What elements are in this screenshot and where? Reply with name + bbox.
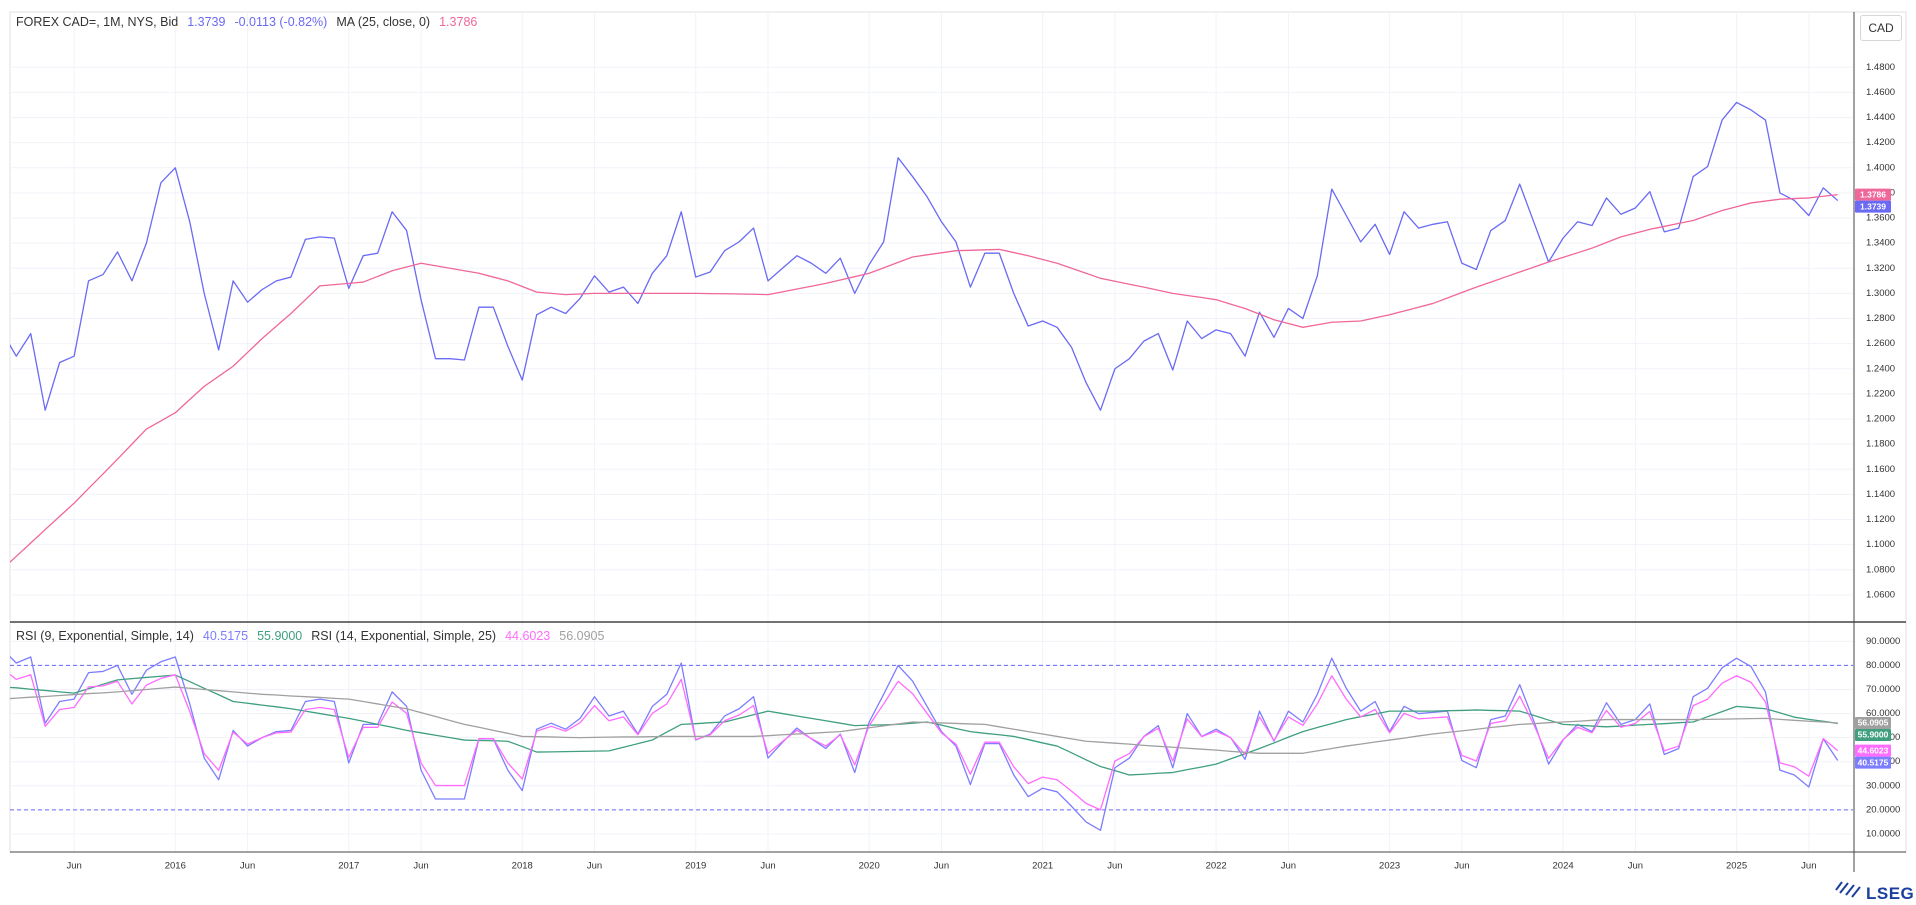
price-tag-label: 1.3786	[1860, 189, 1886, 199]
price-tag	[1855, 200, 1891, 213]
x-tick-label: Jun	[1628, 861, 1643, 872]
series-line	[10, 101, 1839, 411]
legend-name: RSI (14, Exponential, Simple, 25)	[311, 629, 497, 643]
y2-tick-label: 70.0000	[1866, 684, 1900, 695]
y-tick-label: 1.0600	[1866, 589, 1895, 600]
legend-value: 44.6023	[505, 629, 551, 643]
brand-logo: LSEG	[1866, 884, 1915, 903]
series-line	[10, 674, 1838, 776]
price-tag-label: 40.5175	[1858, 757, 1889, 767]
currency-button[interactable]: CAD	[1860, 15, 1902, 41]
x-tick-label: Jun	[1281, 861, 1296, 872]
y-tick-label: 1.0800	[1866, 564, 1895, 575]
x-tick-label: Jun	[1454, 861, 1469, 872]
axes: 1.0600 1.0800 1.1000 1.1200 1.1400 1.1600 1.18…	[66, 62, 1900, 872]
x-tick-label: 2019	[685, 861, 706, 872]
legend-value: 1.3786	[439, 15, 478, 29]
x-tick-label: Jun	[66, 861, 81, 872]
legend-name: FOREX CAD=, 1M, NYS, Bid	[16, 15, 179, 29]
legend-value: 55.9000	[257, 629, 303, 643]
series-line	[10, 686, 1838, 754]
x-tick-label: 2025	[1726, 861, 1747, 872]
price-tag	[1855, 756, 1891, 769]
y2-tick-label: 90.0000	[1866, 636, 1900, 647]
price-tag	[1855, 188, 1891, 201]
rsi-legend: RSI (9, Exponential, Simple, 14) 40.5175 5…	[16, 629, 613, 643]
legend-name: MA (25, close, 0)	[336, 15, 431, 29]
y-tick-label: 1.1600	[1866, 464, 1895, 475]
price-tag-label: 56.0905	[1858, 718, 1889, 728]
legend-value: 56.0905	[559, 629, 605, 643]
x-tick-label: Jun	[1107, 861, 1122, 872]
x-tick-label: 2021	[1032, 861, 1053, 872]
x-tick-label: 2017	[338, 861, 359, 872]
y-tick-label: 1.2000	[1866, 414, 1895, 425]
y2-tick-label: 60.0000	[1866, 708, 1900, 719]
price-pane	[10, 101, 1839, 564]
x-tick-label: Jun	[934, 861, 949, 872]
y2-tick-label: 10.0000	[1866, 828, 1900, 839]
price-tag-label: 55.9000	[1858, 730, 1889, 740]
y-tick-label: 1.3200	[1866, 263, 1895, 274]
brand-icon	[1835, 881, 1861, 898]
y-tick-label: 1.2400	[1866, 363, 1895, 374]
price-tag-label: 1.3739	[1860, 201, 1886, 211]
y2-tick-label: 80.0000	[1866, 660, 1900, 671]
legend-name: RSI (9, Exponential, Simple, 14)	[16, 629, 194, 643]
legend-value: 40.5175	[202, 629, 249, 643]
y-tick-label: 1.4200	[1866, 137, 1895, 148]
y-tick-label: 1.1800	[1866, 439, 1895, 450]
y2-tick-label: 20.0000	[1866, 804, 1900, 815]
legend-change: -0.0113 (-0.82%)	[234, 15, 328, 29]
y-tick-label: 1.3000	[1866, 288, 1895, 299]
grid	[10, 12, 1853, 852]
x-tick-label: Jun	[1801, 861, 1816, 872]
series-line	[10, 655, 1839, 831]
x-tick-label: Jun	[760, 861, 775, 872]
y-tick-label: 1.2600	[1866, 338, 1895, 349]
y-tick-label: 1.3600	[1866, 213, 1895, 224]
y-tick-label: 1.1200	[1866, 514, 1895, 525]
rsi-pane	[10, 655, 1853, 831]
price-legend: FOREX CAD=, 1M, NYS, Bid 1.3739 -0.0113 (-…	[16, 15, 486, 29]
x-tick-label: 2022	[1206, 861, 1227, 872]
price-tags: 1.3786 1.3739 56.0905 55.9000 44.6023 40.5175	[1855, 188, 1891, 769]
y-tick-label: 1.3400	[1866, 238, 1895, 249]
x-tick-label: 2024	[1553, 861, 1574, 872]
series-line	[10, 194, 1838, 564]
y-tick-label: 1.4000	[1866, 162, 1895, 173]
price-tag-label: 44.6023	[1858, 745, 1889, 755]
y-tick-label: 1.4600	[1866, 87, 1895, 98]
price-tag	[1855, 728, 1891, 741]
y-tick-label: 1.4400	[1866, 112, 1895, 123]
y-tick-label: 1.2200	[1866, 388, 1895, 399]
y-tick-label: 1.2800	[1866, 313, 1895, 324]
x-tick-label: 2018	[512, 861, 533, 872]
x-tick-label: 2023	[1379, 861, 1400, 872]
y-tick-label: 1.1000	[1866, 539, 1895, 550]
series-line	[10, 673, 1839, 811]
x-tick-label: 2020	[859, 861, 880, 872]
x-tick-label: 2016	[165, 861, 186, 872]
x-tick-label: Jun	[413, 861, 428, 872]
y-tick-label: 1.1400	[1866, 489, 1895, 500]
y2-tick-label: 30.0000	[1866, 780, 1900, 791]
legend-value: 1.3739	[187, 15, 226, 29]
x-tick-label: Jun	[240, 861, 255, 872]
price-tag	[1855, 716, 1891, 729]
y-tick-label: 1.4800	[1866, 62, 1895, 73]
price-tag	[1855, 744, 1891, 757]
x-tick-label: Jun	[587, 861, 602, 872]
